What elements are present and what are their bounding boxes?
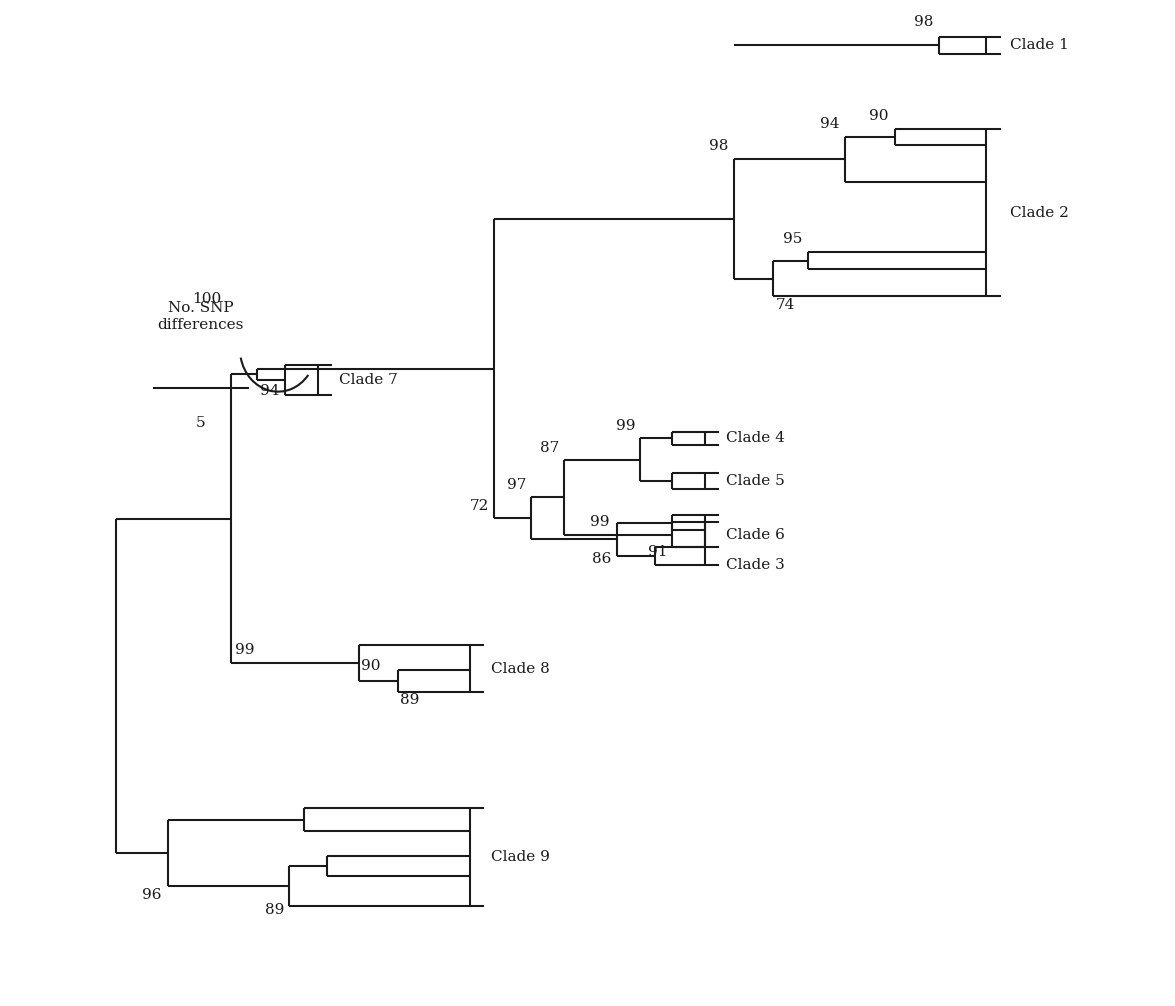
Text: 100: 100 [193, 292, 222, 306]
Text: 97: 97 [508, 478, 526, 492]
Text: Clade 7: Clade 7 [340, 372, 398, 386]
Text: Clade 9: Clade 9 [491, 850, 550, 864]
Text: No. SNP
differences: No. SNP differences [157, 301, 244, 332]
Text: 99: 99 [590, 515, 610, 528]
Text: Clade 3: Clade 3 [726, 558, 785, 572]
Text: Clade 2: Clade 2 [1009, 205, 1068, 219]
Text: 89: 89 [264, 903, 284, 917]
Text: 98: 98 [914, 15, 933, 29]
Text: Clade 4: Clade 4 [726, 432, 785, 446]
Text: 86: 86 [591, 552, 611, 566]
Text: 99: 99 [235, 643, 254, 657]
Text: 91: 91 [647, 545, 667, 559]
Text: Clade 8: Clade 8 [491, 662, 550, 676]
Text: Clade 6: Clade 6 [726, 527, 785, 541]
Text: Clade 5: Clade 5 [726, 474, 785, 488]
Text: 98: 98 [709, 140, 728, 153]
Text: 72: 72 [470, 499, 489, 513]
Text: Clade 1: Clade 1 [1009, 38, 1068, 52]
Text: 5: 5 [196, 415, 206, 430]
Text: 89: 89 [400, 692, 419, 706]
Text: 87: 87 [540, 441, 559, 455]
Text: 74: 74 [777, 299, 795, 312]
Text: 94: 94 [261, 383, 280, 397]
Text: 95: 95 [783, 232, 803, 246]
Text: 94: 94 [820, 117, 839, 131]
Text: 99: 99 [616, 420, 636, 434]
Text: 90: 90 [870, 109, 888, 123]
Text: 96: 96 [142, 888, 162, 902]
Text: 90: 90 [361, 659, 381, 673]
